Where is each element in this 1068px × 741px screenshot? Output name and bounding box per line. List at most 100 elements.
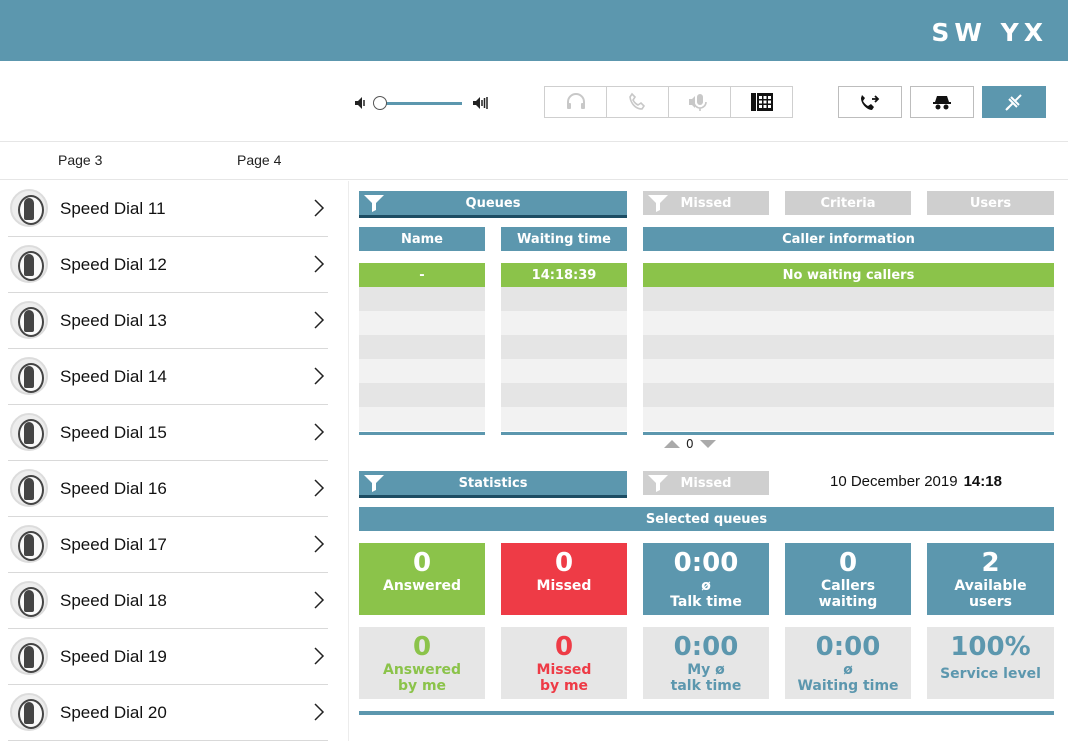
volume-slider[interactable] <box>354 94 494 112</box>
call-forward-button[interactable] <box>838 86 902 118</box>
speed-dial-item[interactable]: Speed Dial 15 <box>8 405 328 461</box>
headset-button[interactable] <box>544 86 607 118</box>
speed-dial-label: Speed Dial 18 <box>60 591 167 610</box>
speed-dial-label: Speed Dial 11 <box>60 199 166 218</box>
avatar <box>10 413 48 451</box>
column-header-caller-information[interactable]: Caller information <box>643 227 1054 251</box>
stat-value: 0:00 <box>673 632 739 662</box>
avatar <box>10 469 48 507</box>
swyx-logo: SW YX <box>931 18 1048 47</box>
stat-tile-service-level: 100% Service level <box>927 627 1054 699</box>
stat-label: Available <box>954 578 1027 594</box>
tab-statistics-missed[interactable]: Missed <box>643 471 769 495</box>
stat-label: My ø <box>687 662 725 678</box>
tab-queues[interactable]: Queues <box>359 191 627 218</box>
call-forward-icon <box>861 95 880 110</box>
speed-dial-item[interactable]: Speed Dial 18 <box>8 573 328 629</box>
stat-label: Talk time <box>670 594 742 610</box>
volume-low-icon <box>355 97 365 109</box>
stat-value: 0 <box>412 548 432 578</box>
microphone-button[interactable] <box>668 86 731 118</box>
pager-count: 0 <box>686 437 694 451</box>
headset-icon <box>566 93 585 109</box>
volume-high-icon <box>473 97 488 109</box>
speed-dial-label: Speed Dial 17 <box>60 535 167 554</box>
stat-label: Answered <box>383 662 461 678</box>
tab-users-label: Users <box>969 195 1012 211</box>
queue-name-column: - <box>359 263 485 435</box>
speed-dial-label: Speed Dial 16 <box>60 479 167 498</box>
stat-tile-waiting-time: 0:00 ø Waiting time <box>785 627 911 699</box>
page-tabs: Page 3 Page 4 <box>0 142 1068 180</box>
incognito-button[interactable] <box>910 86 974 118</box>
speed-dial-item[interactable]: Speed Dial 19 <box>8 629 328 685</box>
chevron-right-icon <box>314 311 325 329</box>
stat-tile-talk-time: 0:00 ø Talk time <box>643 543 769 615</box>
filter-icon <box>648 195 668 212</box>
stat-label: Missed <box>536 578 592 594</box>
speed-dial-item[interactable]: Speed Dial 17 <box>8 517 328 573</box>
scroll-up-icon[interactable] <box>664 440 680 448</box>
column-header-label: Caller information <box>782 231 915 247</box>
stat-tile-answered-by-me: 0 Answered by me <box>359 627 485 699</box>
toolbar <box>0 61 1068 142</box>
tab-statistics[interactable]: Statistics <box>359 471 627 498</box>
chevron-right-icon <box>314 255 325 273</box>
stat-tile-my-talk-time: 0:00 My ø talk time <box>643 627 769 699</box>
tab-page-4[interactable]: Page 4 <box>237 152 282 168</box>
selected-queues-header: Selected queues <box>359 507 1054 531</box>
filter-icon <box>648 475 668 492</box>
phone-button[interactable] <box>606 86 669 118</box>
disconnect-button[interactable] <box>982 86 1046 118</box>
stat-label: Waiting time <box>797 678 899 694</box>
stat-tile-answered: 0 Answered <box>359 543 485 615</box>
tab-users[interactable]: Users <box>927 191 1054 215</box>
selected-queues-label: Selected queues <box>645 511 768 527</box>
waiting-time-cell[interactable]: 14:18:39 <box>501 263 627 287</box>
stat-tile-missed: 0 Missed <box>501 543 627 615</box>
chevron-right-icon <box>314 535 325 553</box>
chevron-right-icon <box>314 423 325 441</box>
panel-divider <box>348 181 349 741</box>
stat-label: by me <box>539 678 589 694</box>
speed-dial-item[interactable]: Speed Dial 20 <box>8 685 328 741</box>
avatar <box>10 357 48 395</box>
tab-queues-label: Queues <box>465 195 521 211</box>
volume-track[interactable] <box>376 102 462 105</box>
stat-value: 100% <box>950 632 1031 662</box>
tab-criteria[interactable]: Criteria <box>785 191 911 215</box>
current-time: 14:18 <box>963 473 1002 490</box>
speed-dial-item[interactable]: Speed Dial 12 <box>8 237 328 293</box>
column-header-label: Name <box>400 231 443 247</box>
speed-dial-label: Speed Dial 13 <box>60 311 167 330</box>
speed-dial-item[interactable]: Speed Dial 14 <box>8 349 328 405</box>
chevron-right-icon <box>314 199 325 217</box>
chevron-right-icon <box>314 367 325 385</box>
speed-dial-item[interactable]: Speed Dial 13 <box>8 293 328 349</box>
tab-statistics-label: Statistics <box>458 475 528 491</box>
tab-page-3[interactable]: Page 3 <box>58 152 103 168</box>
avatar <box>10 637 48 675</box>
speed-dial-label: Speed Dial 19 <box>60 647 167 666</box>
tab-missed-label: Missed <box>680 195 732 211</box>
column-header-name[interactable]: Name <box>359 227 485 251</box>
dialpad-button[interactable] <box>730 86 793 118</box>
speed-dial-label: Speed Dial 15 <box>60 423 167 442</box>
avatar <box>10 301 48 339</box>
volume-knob[interactable] <box>373 96 387 110</box>
stat-value: 2 <box>981 548 1000 578</box>
column-header-waiting-time[interactable]: Waiting time <box>501 227 627 251</box>
speed-dial-item[interactable]: Speed Dial 16 <box>8 461 328 517</box>
avatar <box>10 245 48 283</box>
queue-pager: 0 <box>664 436 718 452</box>
queue-name-cell[interactable]: - <box>359 263 485 287</box>
scroll-down-icon[interactable] <box>700 440 716 448</box>
top-bar: SW YX <box>0 0 1068 61</box>
chevron-right-icon <box>314 479 325 497</box>
speed-dial-item[interactable]: Speed Dial 11 <box>8 181 328 237</box>
stat-label: Missed <box>536 662 592 678</box>
tab-missed[interactable]: Missed <box>643 191 769 215</box>
speed-dial-list: Speed Dial 11 Speed Dial 12 Speed Dial 1… <box>8 181 328 741</box>
current-datetime: 10 December 2019 14:18 <box>830 473 1002 490</box>
stat-tile-available-users: 2 Available users <box>927 543 1054 615</box>
